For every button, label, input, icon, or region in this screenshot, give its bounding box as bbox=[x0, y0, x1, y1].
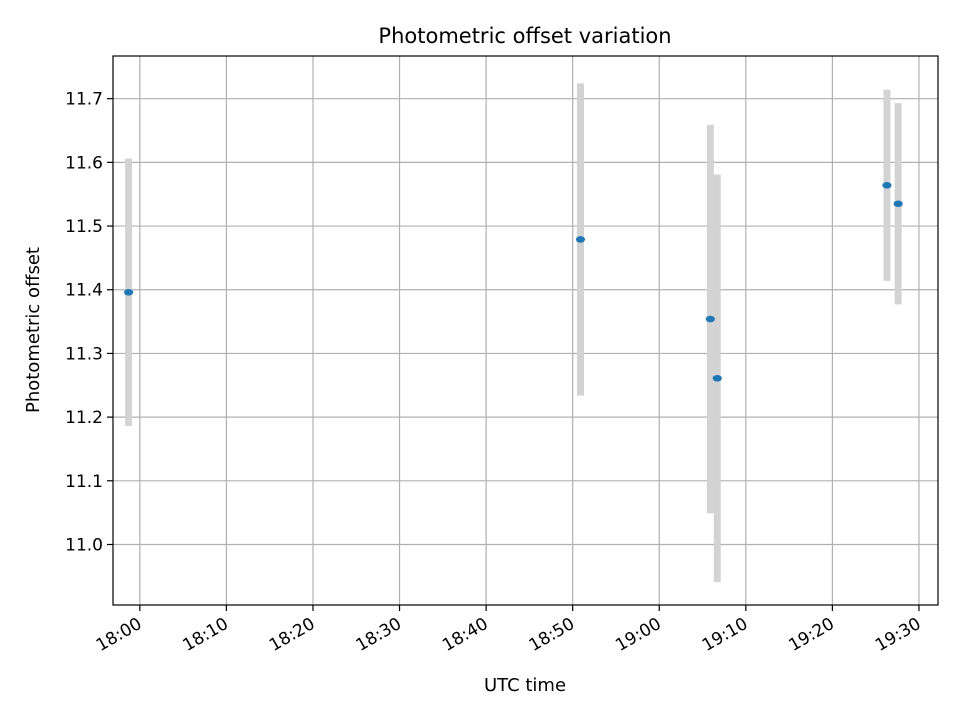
y-axis-ticks: 11.0 11.1 11.2 11.3 11.4 11.5 11.6 11.7 bbox=[65, 90, 113, 555]
y-tick-label: 11.1 bbox=[65, 472, 103, 492]
data-point bbox=[705, 315, 715, 323]
y-tick-label: 11.4 bbox=[65, 281, 103, 301]
data-point bbox=[882, 181, 892, 189]
y-tick-label: 11.6 bbox=[65, 153, 103, 173]
x-axis-label: UTC time bbox=[484, 675, 566, 696]
y-tick-label: 11.3 bbox=[65, 344, 103, 364]
y-tick-label: 11.7 bbox=[65, 90, 103, 110]
y-tick-label: 11.2 bbox=[65, 408, 103, 428]
data-point bbox=[575, 236, 586, 243]
chart-title: Photometric offset variation bbox=[378, 24, 671, 48]
data-points bbox=[123, 181, 903, 382]
data-point bbox=[712, 374, 722, 382]
data-point bbox=[893, 200, 903, 208]
grid bbox=[113, 56, 938, 605]
y-tick-label: 11.0 bbox=[65, 535, 103, 555]
plot-frame bbox=[112, 55, 939, 606]
y-axis-label: Photometric offset bbox=[23, 247, 44, 413]
y-tick-label: 11.5 bbox=[65, 217, 103, 237]
data-point bbox=[123, 288, 134, 296]
